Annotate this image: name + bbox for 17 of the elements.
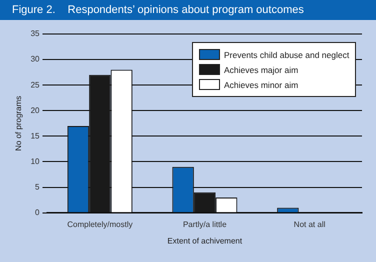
x-axis-title: Extent of achivement [167,236,243,246]
y-tick-label: 20 [30,106,40,115]
legend-label: Prevents child abuse and neglect [224,50,350,60]
y-tick-label: 35 [30,29,40,38]
x-tick-label: Completely/mostly [67,220,133,229]
y-tick-label: 5 [35,182,40,192]
y-tick-label: 15 [30,131,40,140]
y-tick-label: 0 [35,208,40,218]
x-tick-label: Not at all [294,220,326,229]
legend-label: Achieves minor aim [224,80,298,90]
y-tick-label: 30 [30,54,40,64]
legend-label: Achieves major aim [224,64,298,74]
x-tick-label: Partly/a little [182,220,228,229]
y-axis-title: No of programs [14,96,24,151]
chart-title: Figure 2. Respondents’ opinions about program outcomes [0,0,376,20]
y-tick-label: 10 [30,156,40,166]
y-tick-label: 25 [30,80,40,90]
